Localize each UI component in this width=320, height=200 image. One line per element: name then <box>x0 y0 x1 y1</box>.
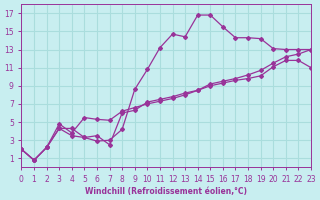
X-axis label: Windchill (Refroidissement éolien,°C): Windchill (Refroidissement éolien,°C) <box>85 187 247 196</box>
